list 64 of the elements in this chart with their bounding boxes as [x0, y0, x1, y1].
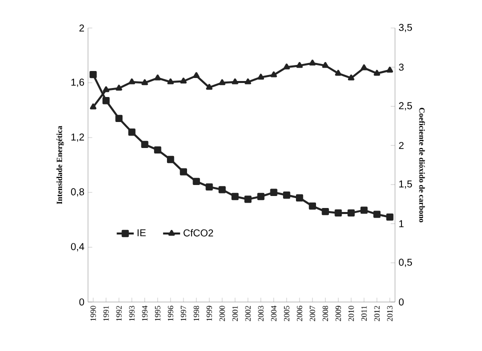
y2-tick-label: 2,5 — [399, 102, 412, 110]
point — [142, 79, 148, 86]
y2-tick-label: 0,5 — [398, 258, 412, 267]
point — [360, 206, 368, 214]
point — [192, 178, 200, 186]
point — [308, 202, 316, 210]
point — [154, 146, 162, 154]
point — [348, 74, 354, 80]
y-tick-label: 0,4 — [71, 243, 84, 252]
y2-tick-label: 1,5 — [399, 180, 412, 189]
point — [193, 72, 200, 78]
point — [348, 209, 355, 217]
point — [115, 114, 123, 122]
point — [180, 78, 187, 84]
point — [270, 71, 277, 78]
point — [102, 86, 110, 92]
y2-tick-label: 3 — [398, 64, 404, 71]
point — [360, 64, 368, 70]
point — [166, 156, 174, 164]
point — [309, 60, 316, 66]
point — [206, 84, 212, 90]
point — [334, 209, 342, 217]
legend-label: IE — [138, 229, 146, 236]
point — [283, 64, 290, 70]
point — [206, 183, 213, 191]
point — [296, 194, 304, 202]
point — [154, 74, 161, 80]
point — [167, 78, 174, 84]
y2-tick-label: 1 — [399, 220, 404, 228]
point — [386, 213, 394, 221]
point — [257, 192, 264, 200]
point — [90, 103, 96, 110]
legend-label: CfCO2 — [184, 229, 214, 236]
point — [258, 74, 264, 80]
point — [116, 84, 122, 91]
point — [180, 168, 188, 176]
point — [283, 192, 290, 199]
point — [335, 70, 342, 76]
y-tick-label: 0,8 — [71, 188, 84, 197]
point — [141, 140, 148, 148]
point — [218, 79, 226, 86]
point — [128, 78, 136, 84]
point — [296, 62, 303, 68]
y2-tick-label: 0 — [398, 298, 404, 306]
point — [231, 192, 239, 200]
y-tick-label: 1,2 — [71, 133, 84, 142]
point — [322, 208, 329, 216]
point — [374, 70, 380, 76]
point — [244, 78, 252, 84]
point — [90, 70, 97, 78]
point — [373, 210, 381, 218]
point — [270, 188, 278, 196]
point — [102, 97, 110, 104]
point — [244, 196, 252, 203]
point — [322, 62, 329, 68]
y2-tick-label: 3,5 — [398, 24, 412, 32]
point — [218, 186, 226, 194]
y-tick-label: 0 — [79, 298, 84, 306]
point — [128, 128, 136, 136]
point — [232, 78, 238, 84]
y2-tick-label: 2 — [399, 142, 404, 149]
y-tick-label: 1,6 — [71, 78, 84, 87]
point — [386, 66, 394, 73]
y-tick-label: 2 — [79, 24, 84, 32]
